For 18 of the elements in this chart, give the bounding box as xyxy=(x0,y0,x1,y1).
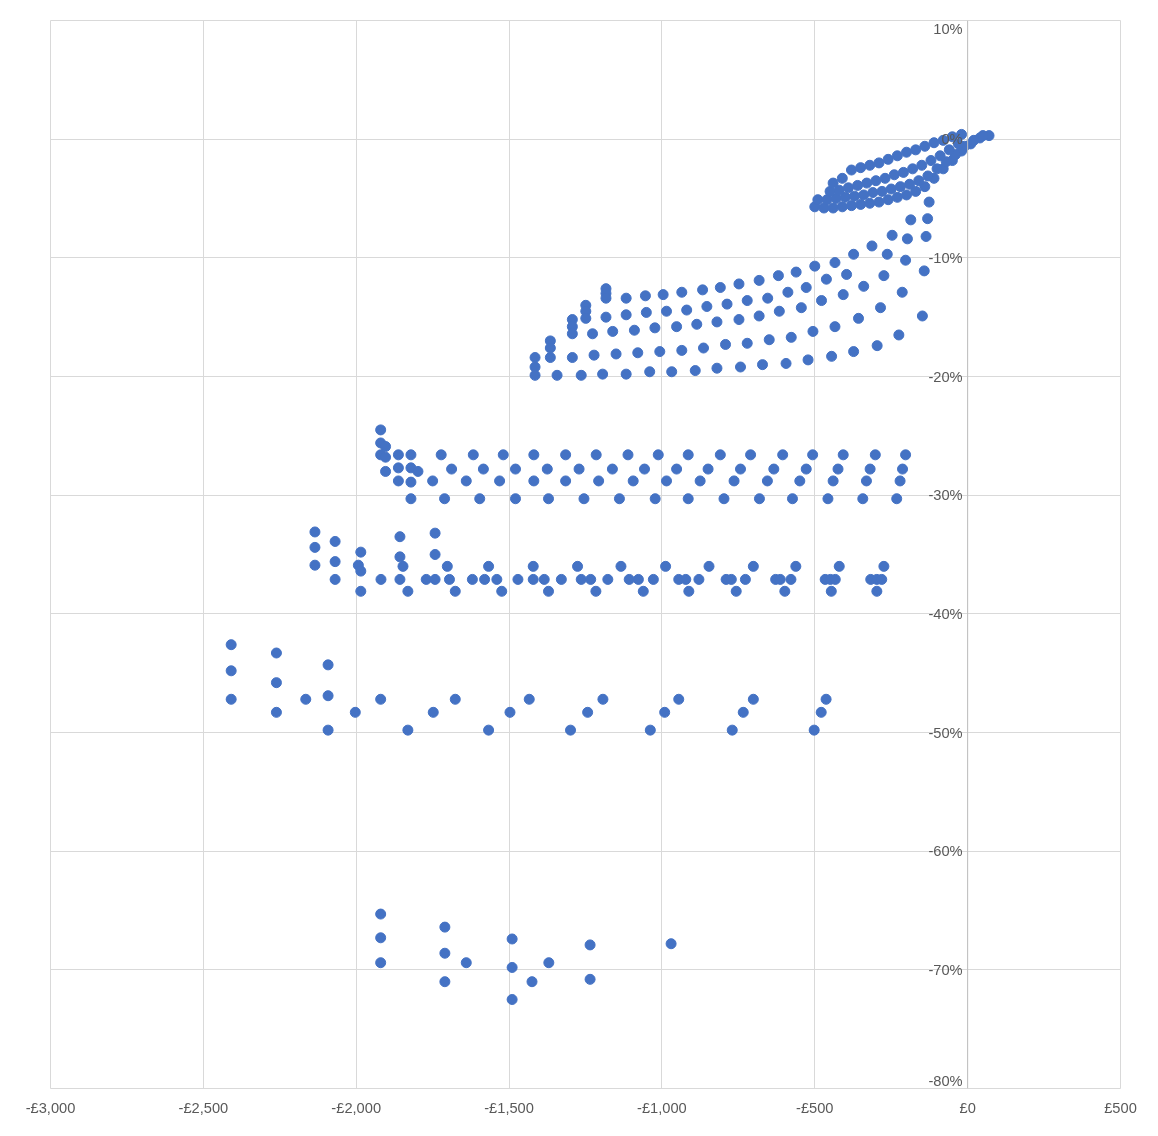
x-tick-label: -£1,500 xyxy=(484,1099,534,1116)
x-tick-label: -£500 xyxy=(796,1099,834,1116)
x-tick-label: -£2,500 xyxy=(178,1099,229,1116)
x-tick-label: -£3,000 xyxy=(25,1099,76,1116)
y-tick-label: 0% xyxy=(941,131,963,148)
y-tick-label: -80% xyxy=(928,1072,963,1089)
x-tick-label: £500 xyxy=(1104,1099,1137,1116)
y-tick-label: -70% xyxy=(928,961,963,978)
y-tick-label: -40% xyxy=(928,605,963,622)
x-tick-label: -£1,000 xyxy=(637,1099,687,1116)
y-tick-label: 10% xyxy=(933,20,963,37)
x-tick-label: £0 xyxy=(959,1099,976,1116)
y-tick-label: -20% xyxy=(928,368,963,385)
y-tick-label: -60% xyxy=(928,843,963,860)
x-tick-label: -£2,000 xyxy=(331,1099,382,1116)
y-tick-label: -30% xyxy=(928,487,963,504)
y-tick-label: -10% xyxy=(928,249,963,266)
y-tick-label: -50% xyxy=(928,724,963,741)
